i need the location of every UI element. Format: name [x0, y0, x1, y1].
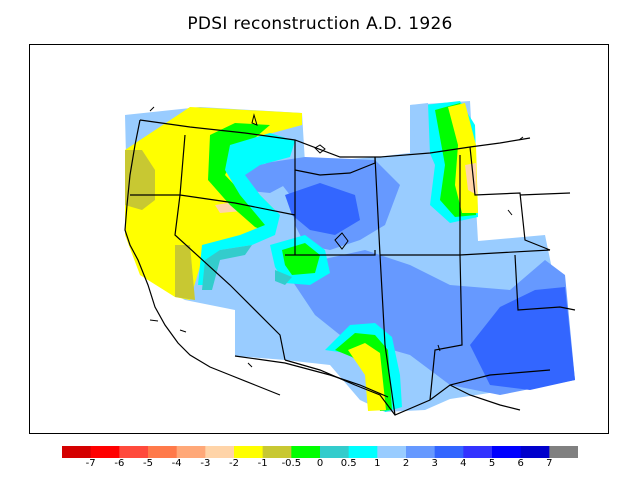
outline-ut-co [374, 156, 396, 416]
colorbar-tick-label: -2 [229, 458, 239, 469]
outline-id-west [179, 134, 186, 196]
colorbar-tick-label: 7 [546, 458, 553, 469]
colorbar-tick-label: 6 [517, 458, 524, 469]
outline-ok-tx [514, 254, 576, 311]
lake-ne-1 [507, 209, 513, 216]
pdsi-field [125, 101, 575, 412]
colorbar-labels: -7 -6 -5 -4 -3 -2 -1 -0.5 0 0.5 1 2 3 4 5 6 7 [0, 458, 640, 474]
outline-dakotas [469, 146, 551, 251]
colorbar-tick-label: 5 [488, 458, 496, 469]
outline-nm-tx [429, 254, 463, 401]
colorbar-swatch [434, 446, 464, 458]
colorbar-tick-label: 4 [460, 458, 467, 469]
outline-west-coast [124, 119, 281, 396]
region-blue-north [285, 183, 360, 235]
lake-ne-2 [518, 136, 524, 141]
colorbar-tick-label: -6 [114, 458, 125, 469]
state-outlines [124, 119, 576, 416]
region-teal-center [275, 270, 292, 285]
outline-nv-ut [285, 250, 376, 256]
lake-nw [149, 106, 155, 112]
colorbar-swatch [406, 446, 436, 458]
lake-tx [437, 344, 441, 352]
colorbar-swatch [377, 446, 407, 458]
colorbar-tick-label: -4 [171, 458, 182, 469]
colorbar-tick-label: -1 [257, 458, 268, 469]
colorbar-tick-label: 2 [402, 458, 410, 469]
colorbar-tick-label: -5 [143, 458, 153, 469]
colorbar-tick-label: -7 [85, 458, 96, 469]
region-teal-band [202, 245, 252, 290]
colorbar-tick-label: 1 [374, 458, 381, 469]
colorbar-tick-label: 0 [316, 458, 324, 469]
colorbar-tick-label: -3 [200, 458, 211, 469]
outline-texas-south [449, 384, 521, 411]
map-frame [29, 44, 609, 434]
outline-ne-ks [519, 192, 571, 196]
colorbar-swatch [492, 446, 522, 458]
region-green-center [282, 243, 320, 275]
colorbar-swatch [520, 446, 550, 458]
colorbar-swatch [348, 446, 378, 458]
island-channel-1 [149, 319, 159, 322]
map-title: PDSI reconstruction A.D. 1926 [187, 14, 453, 34]
region-blue-east [470, 287, 575, 390]
region-yellow-west [125, 107, 302, 300]
colorbar-swatch [90, 446, 120, 458]
colorbar-tick-label: -0.5 [281, 458, 302, 469]
colorbar-swatch [549, 446, 578, 458]
outline-or-ca-nv [130, 194, 296, 216]
lake-yellowstone [314, 144, 326, 154]
colorbar-swatch [320, 446, 350, 458]
lake-flathead [251, 113, 258, 126]
lakes [149, 106, 524, 368]
colorbar-swatch [291, 446, 321, 458]
island-channel-2 [179, 329, 187, 333]
colorbar-swatch [234, 446, 264, 458]
region-olive-south [175, 245, 195, 300]
region-lightblue-ne-strip [410, 103, 430, 157]
colorbar-swatch [148, 446, 178, 458]
colorbar-swatch [62, 446, 92, 458]
colorbar-swatch [119, 446, 149, 458]
region-green-west [208, 123, 270, 231]
colorbar-swatch [205, 446, 235, 458]
outline-ca-nv [174, 194, 286, 361]
colorbar-tick-label: 0.5 [340, 458, 357, 469]
region-cyan-west [198, 133, 295, 285]
pdsi-map [124, 101, 576, 416]
colorbar-swatch [176, 446, 206, 458]
island-baja-1 [247, 362, 253, 368]
lake-great-salt [334, 232, 349, 250]
outline-mexico-border [234, 355, 389, 398]
colorbar-tick-label: 3 [431, 458, 438, 469]
colorbar-swatch [463, 446, 493, 458]
colorbar-swatch [262, 446, 292, 458]
colorbar [62, 446, 578, 458]
outline-canada-border [139, 119, 531, 158]
